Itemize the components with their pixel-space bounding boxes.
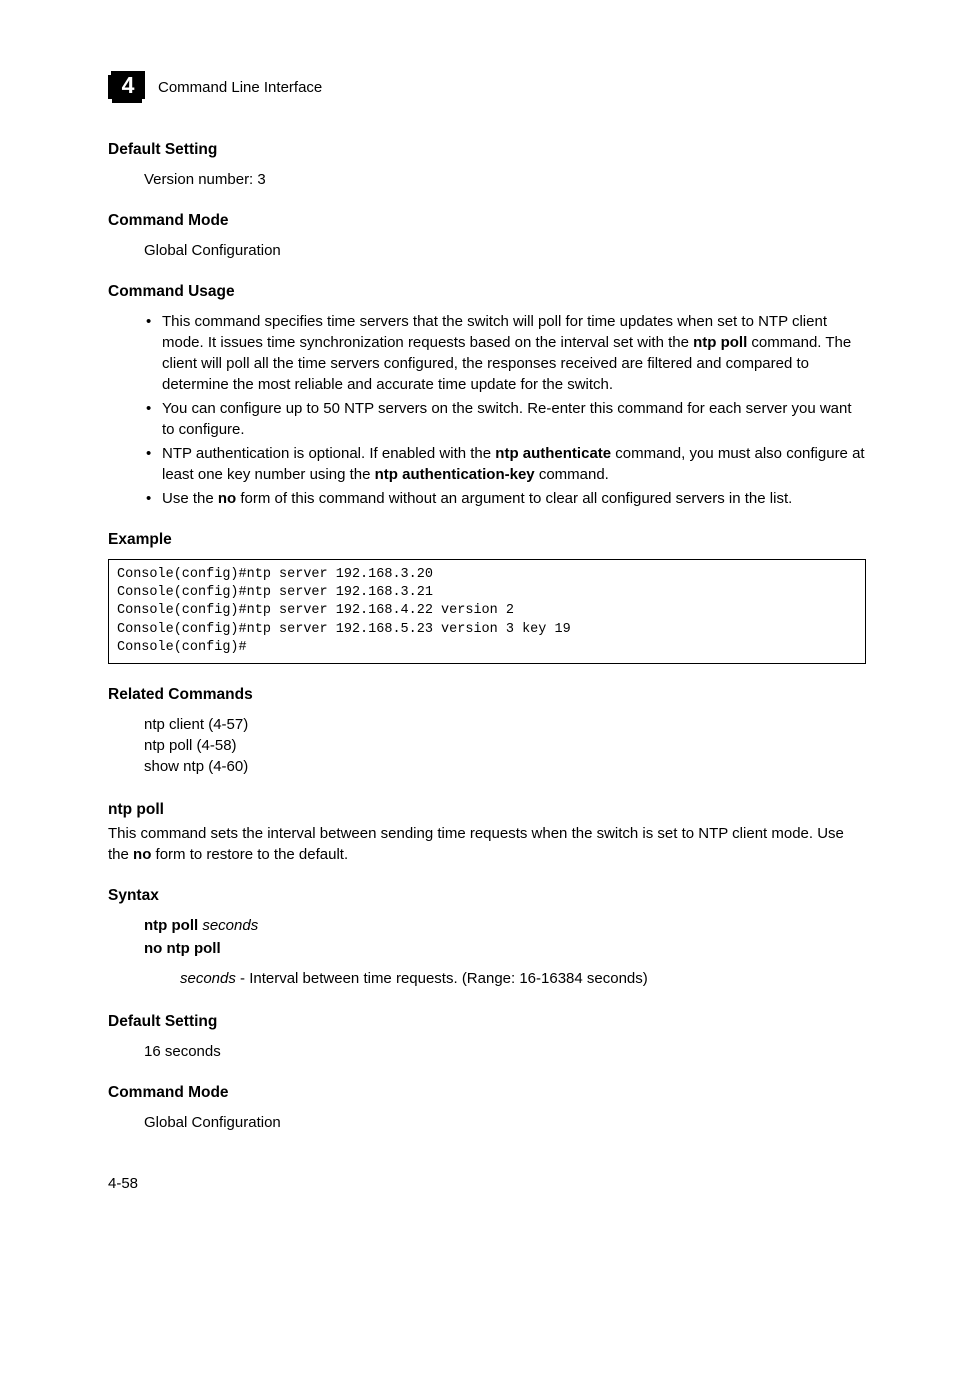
- chapter-number: 4: [122, 72, 135, 98]
- command-mode-text: Global Configuration: [144, 240, 866, 261]
- list-item: Use the no form of this command without …: [144, 488, 866, 509]
- syntax-line: ntp poll seconds: [144, 915, 866, 938]
- list-item: You can configure up to 50 NTP servers o…: [144, 398, 866, 440]
- section-heading-example: Example: [108, 531, 866, 549]
- section-heading-default-setting-2: Default Setting: [108, 1013, 866, 1031]
- command-usage-list: This command specifies time servers that…: [144, 311, 866, 509]
- list-item: This command specifies time servers that…: [144, 311, 866, 395]
- default-setting-text: Version number: 3: [144, 169, 866, 190]
- syntax-block: ntp poll seconds no ntp poll: [144, 915, 866, 960]
- page-header: 4 Command Line Interface: [108, 70, 866, 105]
- related-command-line: ntp poll (4-58): [144, 735, 866, 756]
- related-commands-block: ntp client (4-57) ntp poll (4-58) show n…: [144, 714, 866, 777]
- example-code-box: Console(config)#ntp server 192.168.3.20 …: [108, 559, 866, 664]
- syntax-line: no ntp poll: [144, 938, 866, 961]
- header-title: Command Line Interface: [158, 79, 322, 96]
- list-item: NTP authentication is optional. If enabl…: [144, 443, 866, 485]
- ntp-poll-description: This command sets the interval between s…: [108, 823, 866, 865]
- command-mode-text-2: Global Configuration: [144, 1112, 866, 1133]
- section-heading-default-setting: Default Setting: [108, 141, 866, 159]
- section-heading-command-usage: Command Usage: [108, 283, 866, 301]
- section-heading-related-commands: Related Commands: [108, 686, 866, 704]
- syntax-param: seconds - Interval between time requests…: [180, 968, 866, 991]
- section-heading-command-mode: Command Mode: [108, 212, 866, 230]
- related-command-line: ntp client (4-57): [144, 714, 866, 735]
- default-setting-text-2: 16 seconds: [144, 1041, 866, 1062]
- page-number: 4-58: [108, 1175, 866, 1192]
- section-heading-syntax: Syntax: [108, 887, 866, 905]
- page-container: 4 Command Line Interface Default Setting…: [0, 0, 954, 1242]
- chapter-icon: 4: [108, 70, 146, 105]
- section-heading-command-mode-2: Command Mode: [108, 1084, 866, 1102]
- ntp-poll-heading: ntp poll: [108, 801, 866, 819]
- related-command-line: show ntp (4-60): [144, 756, 866, 777]
